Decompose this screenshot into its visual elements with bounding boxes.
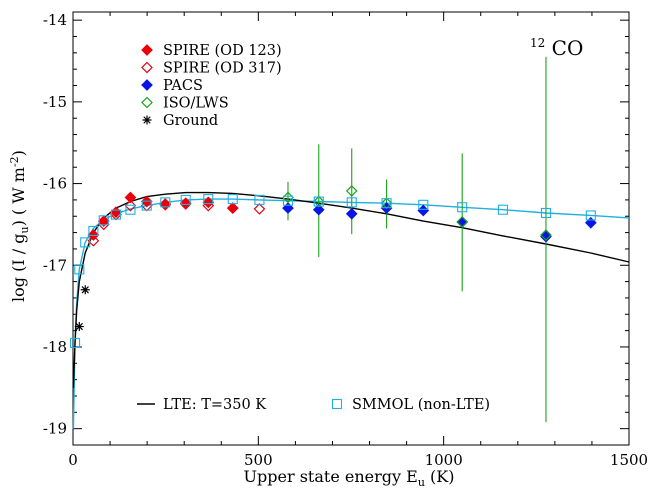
y-axis-title-end: ): [9, 150, 28, 156]
point-ground: [80, 285, 90, 295]
error-bars: [287, 56, 547, 423]
point-spire-od-317: [124, 199, 137, 212]
point-spire-od-317: [226, 202, 239, 214]
point-smmol-non-lte: [585, 210, 596, 221]
point-smmol-non-lte: [254, 194, 265, 205]
point-pacs: [312, 203, 325, 216]
point-spire-od-123: [124, 191, 137, 204]
point-smmol-non-lte: [80, 237, 91, 248]
legend-marker-iso-lws: [141, 96, 153, 109]
x-tick-label: 0: [68, 451, 78, 469]
legend-label-spire-od-123: SPIRE (OD 123): [163, 43, 282, 59]
point-iso-lws: [345, 185, 358, 197]
y-tick-label: -17: [43, 256, 67, 274]
point-smmol-non-lte: [141, 200, 152, 211]
point-smmol-non-lte: [74, 264, 85, 275]
point-smmol-non-lte: [381, 198, 392, 209]
point-smmol-non-lte: [160, 197, 171, 208]
data-markers: [69, 185, 597, 348]
legend-top: SPIRE (OD 123) SPIRE (OD 317)PACS ISO/LWSG…: [141, 43, 282, 129]
legend-label-lte-t-350-k: LTE: T=350 K: [163, 397, 267, 413]
point-smmol-non-lte: [497, 204, 509, 215]
point-spire-od-317: [253, 203, 266, 215]
point-smmol-non-lte: [418, 199, 429, 210]
point-spire-od-123: [97, 215, 110, 227]
point-pacs: [584, 216, 597, 229]
y-tick-label: -16: [43, 175, 67, 193]
point-smmol-non-lte: [88, 225, 99, 237]
point-smmol-non-lte: [98, 215, 109, 226]
point-pacs: [540, 230, 552, 243]
y-tick-label: -14: [43, 11, 67, 29]
point-ground: [74, 322, 84, 332]
plot-frame: [72, 11, 630, 446]
legend-label-pacs: PACS: [163, 78, 203, 94]
y-tick-label: -19: [43, 420, 67, 438]
point-smmol-non-lte: [180, 194, 191, 205]
legend-label-iso-lws: ISO/LWS: [163, 96, 229, 112]
axes: [72, 11, 630, 446]
point-smmol-non-lte: [346, 197, 357, 208]
point-smmol-non-lte: [282, 195, 294, 206]
legend-marker-smmol-non-lte: [331, 398, 343, 410]
legend-bottom: LTE: T=350 K SMMOL (non-LTE): [137, 397, 490, 413]
y-axis-title-sup: -2: [8, 156, 21, 167]
x-tick-label: 500: [244, 451, 273, 469]
point-iso-lws: [456, 216, 469, 228]
point-pacs: [345, 207, 358, 220]
x-tick-label: 1000: [425, 451, 463, 469]
y-tick-label: -18: [43, 338, 67, 356]
species-annotation: 12 CO: [530, 28, 583, 60]
point-smmol-non-lte: [457, 202, 468, 213]
point-smmol-non-lte: [313, 196, 324, 207]
axis-ticks: 0 500 1000 1500 -19 -18 -17 -16 -15 -14: [43, 11, 648, 469]
y-axis-title-sub: u: [18, 226, 31, 233]
x-axis-title: Upper state energy Eu (K): [244, 467, 455, 489]
y-axis-title-unit: ) ( W m: [9, 167, 28, 226]
x-axis-title-main: Upper state energy E: [244, 467, 418, 486]
legend-marker-spire-od-123: [141, 44, 153, 56]
point-iso-lws: [540, 229, 552, 241]
x-axis-title-unit: (K): [425, 467, 455, 486]
point-smmol-non-lte: [540, 207, 552, 219]
y-axis-title-main: log (I / g: [9, 233, 28, 301]
point-pacs: [282, 202, 294, 214]
y-axis-title: log (I / gu) ( W m-2): [8, 150, 31, 302]
species-annotation-text: CO: [552, 36, 584, 60]
point-spire-od-123: [202, 196, 215, 209]
point-smmol-non-lte: [125, 204, 136, 215]
x-tick-label: 1500: [610, 451, 648, 469]
point-pacs: [417, 204, 430, 217]
point-pacs: [456, 216, 469, 228]
legend-label-spire-od-317: SPIRE (OD 317): [163, 61, 282, 77]
point-smmol-non-lte: [227, 194, 238, 205]
legend-marker-spire-od-317: [141, 61, 153, 74]
point-spire-od-317: [97, 218, 110, 231]
legend-marker-pacs: [141, 79, 153, 91]
point-spire-od-317: [179, 198, 192, 210]
legend-label-smmol-non-lte: SMMOL (non-LTE): [352, 397, 490, 413]
legend-marker-ground: [142, 115, 152, 125]
point-smmol-non-lte: [110, 209, 122, 220]
point-smmol-non-lte: [69, 337, 81, 348]
y-tick-label: -15: [43, 93, 67, 111]
x-axis-title-sub: u: [418, 476, 425, 489]
legend-label-ground: Ground: [163, 113, 218, 129]
point-spire-od-123: [226, 202, 239, 214]
species-annotation-sup: 12: [530, 36, 545, 50]
point-smmol-non-lte: [203, 194, 214, 205]
point-spire-od-317: [159, 198, 172, 211]
